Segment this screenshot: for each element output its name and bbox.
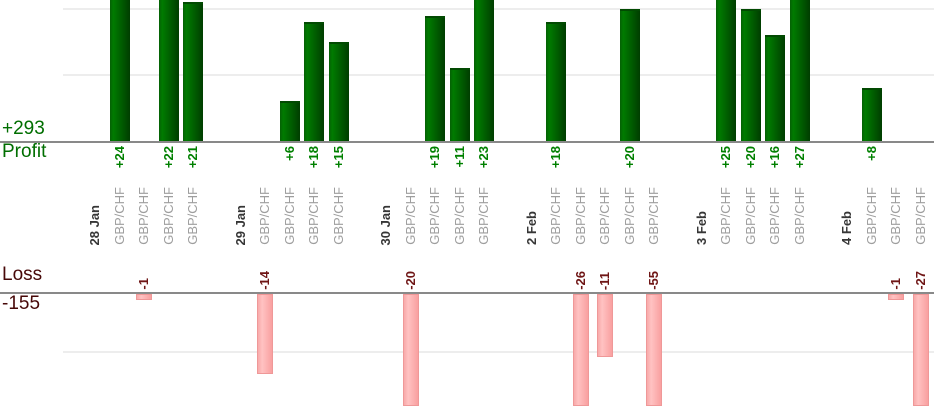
profit-value-label: +18 xyxy=(306,146,322,169)
date-label: 29 Jan xyxy=(232,204,248,245)
loss-bar xyxy=(136,294,153,300)
date-label: 4 Feb xyxy=(839,211,855,245)
loss-bar xyxy=(402,294,419,406)
profit-bar xyxy=(789,0,810,141)
symbol-label: GBP/CHF xyxy=(863,187,879,245)
profit-bar xyxy=(183,2,204,141)
profit-gridline xyxy=(63,8,934,10)
symbol-label: GBP/CHF xyxy=(330,187,346,245)
profit-value-label: +15 xyxy=(330,146,346,169)
loss-gridline xyxy=(63,351,934,353)
profit-bar xyxy=(304,22,325,141)
profit-bar xyxy=(619,9,640,141)
profit-axis-title: Profit xyxy=(2,141,47,162)
symbol-label: GBP/CHF xyxy=(888,187,904,245)
date-label: 28 Jan xyxy=(87,204,102,245)
loss-total-label: -155 xyxy=(2,293,41,314)
profit-value-label: +19 xyxy=(427,146,443,169)
profit-value-label: +20 xyxy=(742,146,758,169)
loss-axis-title: Loss xyxy=(2,264,43,285)
profit-bar xyxy=(765,35,786,141)
symbol-label: GBP/CHF xyxy=(742,187,758,245)
symbol-label: GBP/CHF xyxy=(451,187,467,245)
profit-value-label: +6 xyxy=(281,146,297,161)
symbol-label: GBP/CHF xyxy=(718,187,734,245)
loss-value-label: -55 xyxy=(646,271,662,290)
loss-value-label: -26 xyxy=(572,271,588,290)
profit-value-label: +8 xyxy=(863,146,879,161)
profit-bar xyxy=(449,68,470,141)
profit-bar xyxy=(109,0,130,141)
profit-total-label: +293 xyxy=(2,118,45,139)
loss-bar xyxy=(888,294,905,300)
symbol-label: GBP/CHF xyxy=(548,187,564,245)
loss-bar xyxy=(646,294,663,406)
profit-bar xyxy=(158,0,179,141)
profit-bar xyxy=(279,101,300,141)
symbol-label: GBP/CHF xyxy=(185,187,201,245)
profit-value-label: +16 xyxy=(767,146,783,169)
symbol-label: GBP/CHF xyxy=(257,187,273,245)
loss-bar xyxy=(912,294,929,406)
symbol-label: GBP/CHF xyxy=(111,187,127,245)
profit-bar xyxy=(546,22,567,141)
symbol-label: GBP/CHF xyxy=(281,187,297,245)
symbol-label: GBP/CHF xyxy=(306,187,322,245)
symbol-label: GBP/CHF xyxy=(791,187,807,245)
loss-value-label: -11 xyxy=(597,271,613,290)
profit-bar xyxy=(328,42,349,141)
symbol-label: GBP/CHF xyxy=(621,187,637,245)
symbol-label: GBP/CHF xyxy=(572,187,588,245)
loss-bar xyxy=(572,294,589,406)
profit-bar xyxy=(716,0,737,141)
loss-value-label: -1 xyxy=(888,278,904,290)
profit-bar xyxy=(474,0,495,141)
symbol-label: GBP/CHF xyxy=(402,187,418,245)
profit-value-label: +25 xyxy=(718,146,734,169)
symbol-label: GBP/CHF xyxy=(160,187,176,245)
loss-value-label: -20 xyxy=(402,271,418,290)
profit-value-label: +18 xyxy=(548,146,564,169)
symbol-label: GBP/CHF xyxy=(646,187,662,245)
symbol-label: GBP/CHF xyxy=(476,187,492,245)
profit-value-label: +20 xyxy=(621,146,637,169)
date-label: 2 Feb xyxy=(523,211,539,245)
profit-value-label: +21 xyxy=(185,146,201,169)
loss-value-label: -14 xyxy=(257,271,273,290)
symbol-label: GBP/CHF xyxy=(427,187,443,245)
profit-value-label: +23 xyxy=(476,146,492,169)
profit-value-label: +22 xyxy=(160,146,176,169)
symbol-label: GBP/CHF xyxy=(912,187,928,245)
loss-axis-line xyxy=(0,292,934,294)
profit-axis-line xyxy=(0,141,934,143)
profit-gridline xyxy=(63,74,934,76)
date-label: 3 Feb xyxy=(693,211,709,245)
loss-value-label: -27 xyxy=(912,271,928,290)
loss-bar xyxy=(257,294,274,374)
profit-bar xyxy=(740,9,761,141)
symbol-label: GBP/CHF xyxy=(597,187,613,245)
symbol-label: GBP/CHF xyxy=(767,187,783,245)
profit-value-label: +11 xyxy=(451,146,467,168)
loss-bar xyxy=(597,294,614,357)
profit-bar xyxy=(861,88,882,141)
symbol-label: GBP/CHF xyxy=(136,187,152,245)
profit-value-label: +24 xyxy=(111,146,127,169)
loss-value-label: -1 xyxy=(136,278,152,290)
profit-value-label: +27 xyxy=(791,146,807,169)
profit-bar xyxy=(425,15,446,141)
date-label: 30 Jan xyxy=(378,204,393,245)
